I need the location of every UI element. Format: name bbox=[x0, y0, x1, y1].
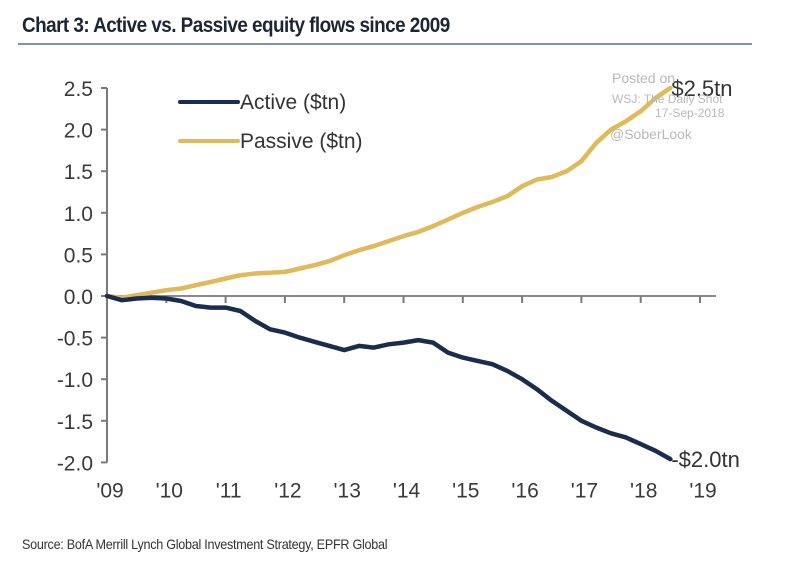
y-tick-label: -1.0 bbox=[57, 369, 93, 392]
x-tick-label: '09 bbox=[96, 479, 123, 502]
y-tick-label: 2.0 bbox=[64, 120, 93, 143]
legend-label-passive: Passive ($tn) bbox=[240, 130, 363, 153]
watermark-line-4: @SoberLook bbox=[610, 126, 693, 142]
title-divider bbox=[18, 43, 752, 45]
x-tick-label: '18 bbox=[630, 479, 657, 502]
y-tick-label: 1.0 bbox=[64, 203, 93, 226]
y-tick-label: 1.5 bbox=[64, 161, 93, 184]
watermark-line-3: 17-Sep-2018 bbox=[655, 106, 725, 120]
x-tick-label: '19 bbox=[689, 479, 716, 502]
x-tick-label: '13 bbox=[334, 479, 361, 502]
y-tick-label: -0.5 bbox=[57, 328, 93, 351]
x-tick-label: '12 bbox=[274, 479, 301, 502]
watermark-line-2: WSJ: The Daily Shot bbox=[612, 92, 723, 106]
series-line-active-tn bbox=[104, 293, 673, 462]
x-tick-label: '15 bbox=[452, 479, 479, 502]
series-line-passive-tn bbox=[104, 85, 673, 300]
x-tick-label: '17 bbox=[571, 479, 598, 502]
x-tick-label: '16 bbox=[511, 479, 538, 502]
x-tick-label: '14 bbox=[393, 479, 421, 502]
legend-label-active: Active ($tn) bbox=[240, 91, 346, 114]
x-tick-label: '11 bbox=[216, 479, 242, 502]
y-tick-label: -2.0 bbox=[57, 452, 93, 475]
legend: Active ($tn) Passive ($tn) bbox=[178, 91, 363, 153]
watermark: Posted on WSJ: The Daily Shot 17-Sep-201… bbox=[610, 70, 725, 142]
watermark-line-1: Posted on bbox=[612, 70, 675, 86]
source-note: Source: BofA Merrill Lynch Global Invest… bbox=[22, 536, 388, 552]
end-value-label: -$2.0tn bbox=[671, 447, 740, 472]
y-tick-label: 0.0 bbox=[64, 286, 93, 309]
chart-title: Chart 3: Active vs. Passive equity flows… bbox=[22, 14, 450, 37]
y-tick-label: -1.5 bbox=[57, 411, 93, 434]
y-tick-label: 2.5 bbox=[64, 78, 93, 101]
x-tick-label: '10 bbox=[156, 479, 183, 502]
y-tick-label: 0.5 bbox=[64, 244, 93, 267]
end-value-label: $2.5tn bbox=[671, 76, 732, 101]
